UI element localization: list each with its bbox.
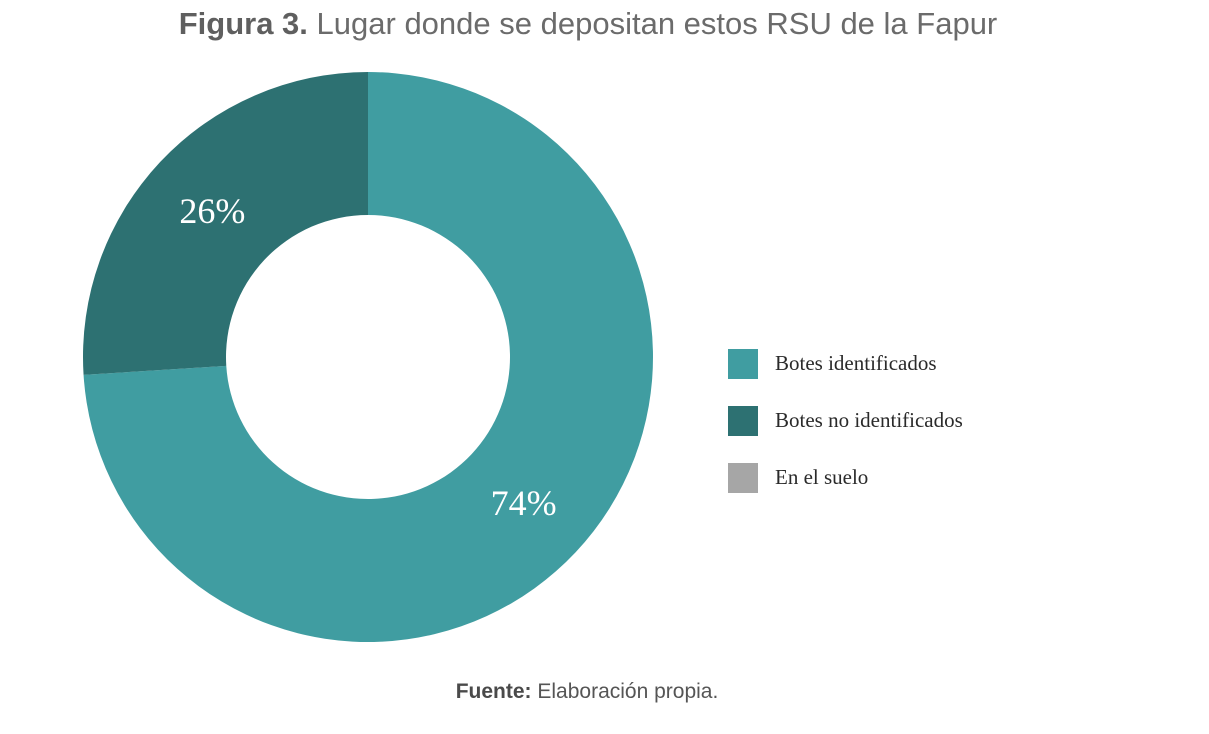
figure-number: Figura 3.: [178, 6, 308, 41]
legend-swatch: [728, 348, 758, 379]
legend-label: Botes no identificados: [775, 408, 963, 432]
legend-label: En el suelo: [775, 465, 869, 489]
slice-label: 26%: [179, 191, 245, 231]
figure-caption: Lugar donde se depositan estos RSU de la…: [316, 6, 998, 41]
source-text: Elaboración propia.: [537, 680, 719, 703]
source-lead: Fuente:: [455, 680, 532, 703]
slice-botes-identificados: [83, 72, 654, 642]
source-note: Fuente: Elaboración propia.: [0, 680, 1174, 704]
donut-chart: 74% 26%: [83, 72, 654, 642]
legend: Botes identificados Botes no identificad…: [728, 335, 963, 506]
legend-label: Botes identificados: [775, 351, 937, 375]
legend-item-botes-identificados: Botes identificados: [728, 335, 963, 392]
legend-item-en-el-suelo: En el suelo: [728, 449, 963, 506]
slice-botes-no-identificados: [83, 72, 368, 375]
legend-swatch: [728, 462, 758, 493]
legend-item-botes-no-identificados: Botes no identificados: [728, 392, 963, 449]
legend-swatch: [728, 405, 758, 436]
slice-label: 74%: [491, 483, 557, 523]
chart-title: Figura 3. Lugar donde se depositan estos…: [0, 6, 1176, 42]
